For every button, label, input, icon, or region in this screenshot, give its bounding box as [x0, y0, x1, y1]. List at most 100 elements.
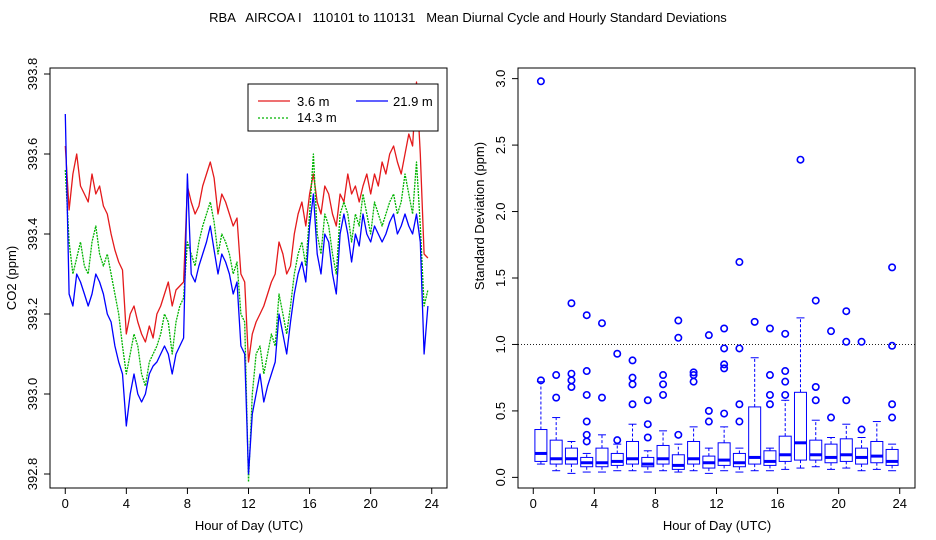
box-outlier — [750, 317, 759, 326]
right-x-tick-label: 8 — [652, 496, 659, 511]
box-outlier — [720, 344, 729, 353]
box-outlier — [704, 331, 713, 340]
right-y-tick-label: 2.0 — [493, 203, 508, 221]
box-outlier — [857, 425, 866, 434]
box-outlier — [628, 373, 637, 382]
box-outlier — [567, 369, 576, 378]
box-iqr — [809, 439, 823, 461]
left-y-axis: 392.8 393.0 393.2 393.4 393.6 393.8 — [25, 58, 50, 491]
box-outlier — [720, 364, 729, 373]
box-hour — [793, 155, 807, 469]
box-outlier — [582, 430, 591, 439]
box-iqr — [839, 438, 853, 462]
box-outlier — [643, 420, 652, 429]
box-outlier — [811, 396, 820, 405]
box-outlier — [582, 390, 591, 399]
legend-label-3-6m: 3.6 m — [297, 94, 330, 109]
left-y-tick-label: 393.0 — [25, 378, 40, 411]
box-outlier — [597, 319, 606, 328]
box-outlier — [674, 430, 683, 439]
box-outlier — [613, 436, 622, 445]
box-outlier — [628, 400, 637, 409]
box-outlier — [781, 367, 790, 376]
box-outlier — [781, 377, 790, 386]
box-iqr — [717, 442, 731, 466]
left-y-tick-label: 393.2 — [25, 298, 40, 331]
box-iqr — [793, 391, 807, 461]
legend: 3.6 m 14.3 m 21.9 m — [247, 83, 439, 132]
box-outlier — [704, 406, 713, 415]
box-iqr — [641, 456, 655, 468]
left-x-axis-label: Hour of Day (UTC) — [195, 518, 303, 533]
left-x-axis: 0 4 8 12 16 20 24 — [62, 488, 439, 511]
right-y-tick-label: 3.0 — [493, 70, 508, 88]
series-line-3-6-m — [64, 81, 429, 363]
left-y-axis-label: CO2 (ppm) — [4, 246, 19, 310]
box-hour — [564, 299, 578, 474]
box-iqr — [549, 439, 563, 465]
box-outlier — [689, 377, 698, 386]
box-outlier — [536, 376, 545, 385]
left-y-tick-label: 392.8 — [25, 458, 40, 491]
box-outlier — [811, 296, 820, 305]
box-iqr — [626, 440, 640, 465]
box-iqr — [885, 448, 899, 466]
box-hour — [885, 263, 899, 472]
box-iqr — [534, 429, 548, 462]
box-outlier — [765, 371, 774, 380]
box-iqr — [732, 452, 746, 468]
box-outlier — [765, 324, 774, 333]
figure-title: RBA AIRCOA I 110101 to 110131 Mean Diurn… — [209, 10, 727, 25]
box-iqr — [687, 440, 701, 465]
left-chart: 0 4 8 12 16 20 24 392.8 393.0 393.2 393.4 393.6 393… — [4, 58, 448, 533]
box-hour — [595, 319, 609, 473]
box-outlier — [765, 390, 774, 399]
box-iqr — [870, 440, 884, 464]
boxplot-group — [534, 77, 899, 474]
right-x-tick-label: 16 — [770, 496, 784, 511]
box-hour — [687, 368, 701, 472]
right-chart: 0 4 8 12 16 20 24 0.0 0.5 1.0 1.5 2.0 2.5 3.0 Hour o… — [472, 67, 916, 533]
box-hour — [580, 311, 594, 473]
left-y-tick-label: 393.8 — [25, 58, 40, 91]
box-outlier — [597, 393, 606, 402]
box-outlier — [842, 396, 851, 405]
box-outlier — [536, 77, 545, 86]
left-x-tick-label: 0 — [62, 496, 69, 511]
box-outlier — [704, 417, 713, 426]
box-outlier — [613, 349, 622, 358]
right-y-axis-label: Standard Deviation (ppm) — [472, 142, 487, 290]
box-hour — [671, 316, 685, 473]
right-plot-frame — [517, 67, 916, 489]
box-iqr — [748, 406, 762, 465]
box-outlier — [796, 155, 805, 164]
legend-label-14-3m: 14.3 m — [297, 110, 337, 125]
box-hour — [824, 327, 838, 470]
box-hour — [748, 317, 762, 472]
left-y-tick-label: 393.4 — [25, 218, 40, 251]
box-outlier — [628, 356, 637, 365]
box-hour — [610, 349, 624, 472]
box-outlier — [888, 263, 897, 272]
left-y-tick-label: 393.6 — [25, 138, 40, 171]
box-hour — [549, 371, 563, 472]
box-outlier — [720, 409, 729, 418]
legend-box — [247, 83, 439, 132]
box-outlier — [827, 413, 836, 422]
left-series-group — [64, 81, 429, 483]
box-iqr — [778, 435, 792, 462]
box-outlier — [842, 307, 851, 316]
box-outlier — [582, 311, 591, 320]
box-outlier — [857, 337, 866, 346]
right-x-axis: 0 4 8 12 16 20 24 — [530, 488, 907, 511]
box-outlier — [888, 413, 897, 422]
left-x-tick-label: 12 — [241, 496, 255, 511]
box-outlier — [842, 337, 851, 346]
box-outlier — [735, 400, 744, 409]
box-outlier — [552, 371, 561, 380]
right-y-tick-label: 0.5 — [493, 402, 508, 420]
series-line-21-9-m — [64, 113, 429, 475]
right-x-tick-label: 20 — [831, 496, 845, 511]
box-outlier — [582, 417, 591, 426]
